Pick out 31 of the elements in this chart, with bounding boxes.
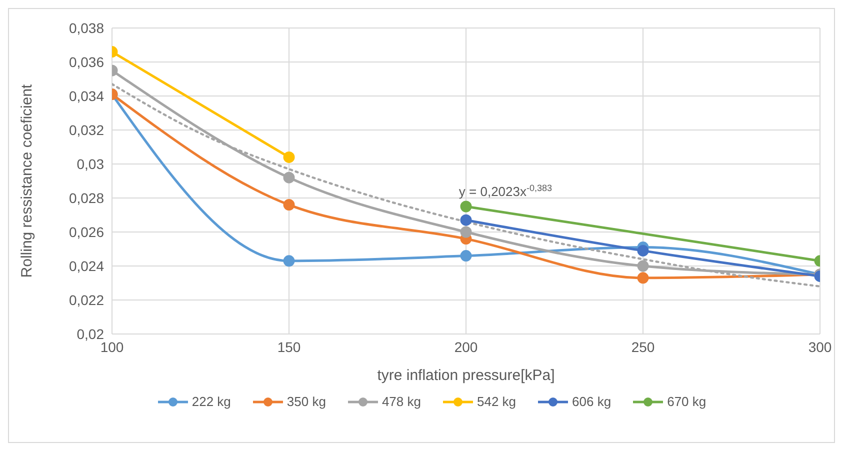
x-tick-label: 200 [454, 338, 478, 355]
annotation: y = 0,2023x$^{-0,383}$ [458, 183, 552, 199]
legend-label: 478 kg [380, 394, 421, 409]
legend-label: 222 kg [190, 394, 231, 409]
x-tick-label: 300 [808, 338, 832, 355]
y-tick-label: 0,038 [68, 20, 104, 36]
legend-label: 606 kg [571, 394, 612, 409]
point [283, 172, 295, 184]
point [283, 199, 295, 211]
x-axis-title: tyre inflation pressure[kPa] [377, 367, 555, 384]
legend-label: 350 kg [286, 394, 326, 409]
y-tick-label: 0,028 [68, 190, 104, 206]
point [637, 260, 649, 272]
y-tick-label: 0,03 [76, 156, 104, 172]
point [283, 255, 295, 267]
legend-label: 670 kg [666, 394, 706, 409]
point [460, 214, 472, 226]
y-tick-label: 0,032 [68, 122, 104, 138]
x-tick-label: 150 [277, 338, 301, 355]
y-tick-label: 0,024 [68, 258, 104, 274]
point [637, 244, 649, 256]
y-axis-title: Rolling ressistance coeficient [18, 83, 36, 278]
y-tick-label: 0,036 [68, 54, 104, 70]
y-tick-label: 0,026 [68, 224, 104, 240]
x-tick-label: 250 [631, 338, 655, 355]
point [460, 250, 472, 262]
legend-label: 542 kg [476, 394, 516, 409]
y-tick-label: 0,022 [68, 292, 104, 308]
y-tick-label: 0,034 [68, 88, 104, 104]
point [460, 226, 472, 238]
point [637, 272, 649, 284]
